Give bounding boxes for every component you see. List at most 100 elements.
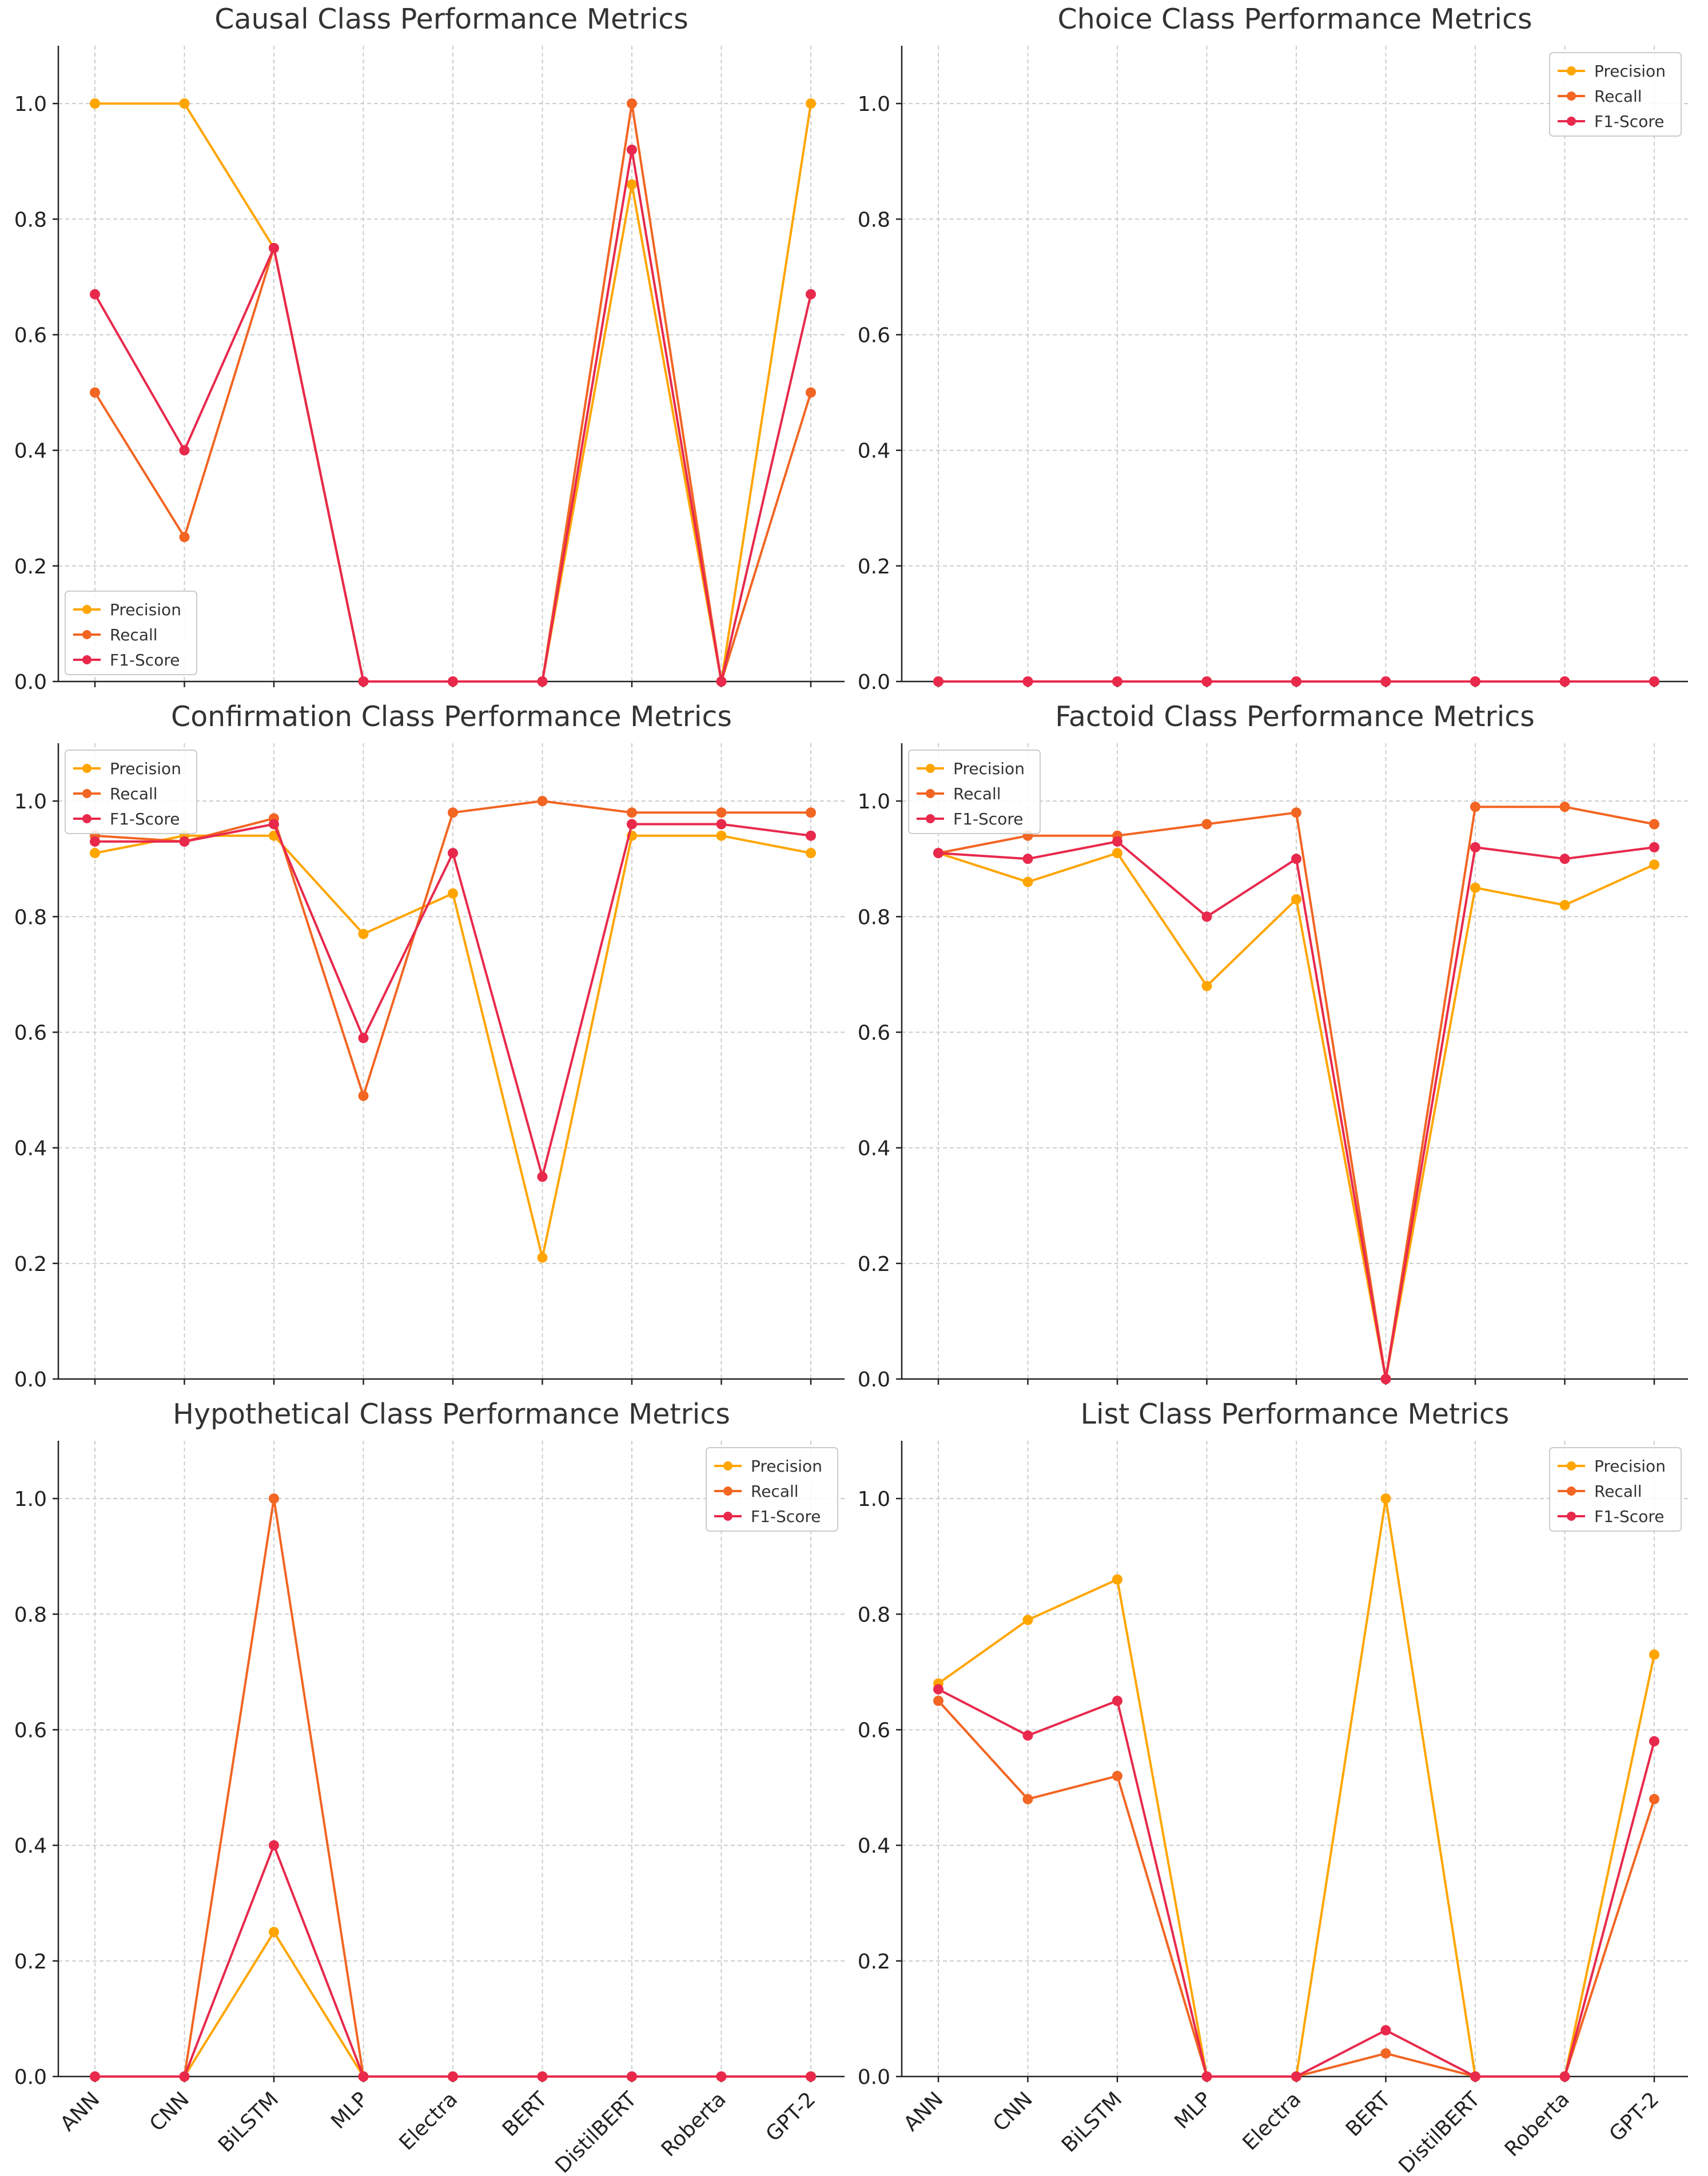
data-point-cnn bbox=[1022, 854, 1033, 864]
y-tick-label: 0.6 bbox=[14, 324, 47, 347]
legend-marker bbox=[723, 1512, 732, 1521]
data-point-cnn bbox=[1022, 876, 1033, 887]
data-point-mlp bbox=[358, 928, 369, 939]
data-point-gpt-2 bbox=[1649, 859, 1659, 870]
data-point-ann bbox=[90, 289, 100, 300]
legend-item-f1-score: F1-Score bbox=[1558, 1507, 1664, 1526]
data-point-roberta bbox=[1559, 854, 1570, 864]
y-tick-label: 0.6 bbox=[858, 1021, 890, 1045]
legend-label: F1-Score bbox=[1594, 1507, 1664, 1526]
legend-frame bbox=[1549, 1447, 1682, 1532]
x-tick-label: Roberta bbox=[1500, 2087, 1574, 2161]
data-point-gpt-2 bbox=[1649, 842, 1659, 852]
x-tick-label: BERT bbox=[1341, 2087, 1396, 2142]
legend: Precision Recall F1-Score bbox=[65, 591, 197, 675]
data-point-electra bbox=[448, 888, 458, 899]
x-tick-label: MLP bbox=[327, 2087, 372, 2133]
x-tick-label: Roberta bbox=[657, 2087, 731, 2161]
data-point-mlp bbox=[1201, 2071, 1212, 2082]
data-point-roberta bbox=[1559, 676, 1570, 687]
legend-item-f1-score: F1-Score bbox=[714, 1507, 821, 1526]
y-tick-label: 0.4 bbox=[14, 440, 47, 463]
data-point-distilbert bbox=[1470, 842, 1480, 852]
chart-title: Hypothetical Class Performance Metrics bbox=[173, 1398, 730, 1430]
x-tick-label: Electra bbox=[1239, 2087, 1306, 2155]
y-tick-label: 0.4 bbox=[858, 440, 890, 463]
data-point-ann bbox=[90, 387, 100, 398]
legend-item-f1-score: F1-Score bbox=[73, 651, 180, 669]
legend-marker bbox=[1567, 1461, 1576, 1470]
y-tick-label: 0.2 bbox=[14, 555, 47, 579]
data-point-bert bbox=[1380, 2025, 1391, 2036]
data-point-gpt-2 bbox=[806, 807, 816, 818]
legend-item-precision: Precision bbox=[1558, 1457, 1666, 1476]
data-point-bert bbox=[537, 1252, 548, 1263]
legend-label: Precision bbox=[751, 1457, 822, 1476]
data-point-distilbert bbox=[627, 819, 637, 830]
data-point-cnn bbox=[179, 836, 190, 847]
data-point-bilstm bbox=[1112, 1771, 1122, 1782]
data-point-mlp bbox=[1201, 819, 1212, 830]
data-point-bilstm bbox=[269, 1840, 279, 1851]
data-point-distilbert bbox=[627, 2071, 637, 2082]
data-point-ann bbox=[90, 2071, 100, 2082]
y-tick-label: 0.2 bbox=[858, 1253, 890, 1276]
legend-label: Recall bbox=[1594, 87, 1642, 106]
x-tick-label: CNN bbox=[145, 2087, 194, 2136]
x-tick-label: GPT-2 bbox=[1605, 2087, 1664, 2146]
data-point-gpt-2 bbox=[1649, 1649, 1659, 1660]
data-point-mlp bbox=[358, 2071, 369, 2082]
y-tick-label: 0.0 bbox=[858, 671, 890, 694]
x-tick-label: MLP bbox=[1170, 2087, 1216, 2133]
y-tick-label: 0.4 bbox=[14, 1835, 47, 1858]
data-point-electra bbox=[448, 848, 458, 859]
y-tick-label: 0.0 bbox=[14, 1368, 47, 1392]
legend-marker bbox=[926, 789, 935, 798]
data-point-bilstm bbox=[1112, 676, 1122, 687]
data-point-roberta bbox=[1559, 802, 1570, 812]
legend-label: Precision bbox=[110, 600, 181, 619]
y-tick-label: 0.4 bbox=[858, 1137, 890, 1161]
y-tick-label: 0.8 bbox=[858, 906, 890, 929]
y-tick-label: 0.8 bbox=[858, 1603, 890, 1627]
grid bbox=[902, 1441, 1688, 2077]
legend-frame bbox=[908, 750, 1041, 834]
data-point-electra bbox=[448, 2071, 458, 2082]
data-point-bilstm bbox=[1112, 1695, 1122, 1706]
grid bbox=[902, 743, 1688, 1379]
data-point-distilbert bbox=[627, 98, 637, 109]
x-tick-label: GPT-2 bbox=[762, 2087, 821, 2146]
legend-marker bbox=[82, 605, 91, 614]
y-tick-label: 0.4 bbox=[858, 1835, 890, 1858]
data-point-distilbert bbox=[627, 807, 637, 818]
legend-item-recall: Recall bbox=[73, 625, 158, 644]
legend-item-recall: Recall bbox=[73, 784, 158, 803]
data-point-cnn bbox=[179, 445, 190, 456]
legend-item-precision: Precision bbox=[1558, 62, 1666, 81]
data-point-gpt-2 bbox=[806, 2071, 816, 2082]
legend-label: Recall bbox=[110, 784, 158, 803]
series-f1-score bbox=[90, 1840, 816, 2082]
data-point-ann bbox=[90, 836, 100, 847]
data-point-electra bbox=[448, 807, 458, 818]
data-point-gpt-2 bbox=[806, 848, 816, 859]
y-tick-label: 0.2 bbox=[14, 1950, 47, 1974]
y-tick-label: 0.4 bbox=[14, 1137, 47, 1161]
y-tick-label: 0.8 bbox=[858, 208, 890, 232]
data-point-gpt-2 bbox=[1649, 1794, 1659, 1804]
legend: Precision Recall F1-Score bbox=[1549, 52, 1682, 137]
y-tick-label: 0.6 bbox=[14, 1021, 47, 1045]
data-point-bert bbox=[1380, 2048, 1391, 2059]
data-point-roberta bbox=[1559, 900, 1570, 911]
legend-marker bbox=[1567, 1486, 1576, 1496]
grid bbox=[58, 46, 845, 682]
legend-label: F1-Score bbox=[1594, 112, 1664, 131]
data-point-mlp bbox=[358, 1090, 369, 1101]
y-tick-label: 0.2 bbox=[14, 1253, 47, 1276]
legend-marker bbox=[82, 814, 91, 823]
y-tick-label: 1.0 bbox=[14, 1488, 47, 1511]
data-point-gpt-2 bbox=[1649, 819, 1659, 830]
x-tick-label: DistilBERT bbox=[1394, 2087, 1485, 2176]
data-point-cnn bbox=[179, 2071, 190, 2082]
